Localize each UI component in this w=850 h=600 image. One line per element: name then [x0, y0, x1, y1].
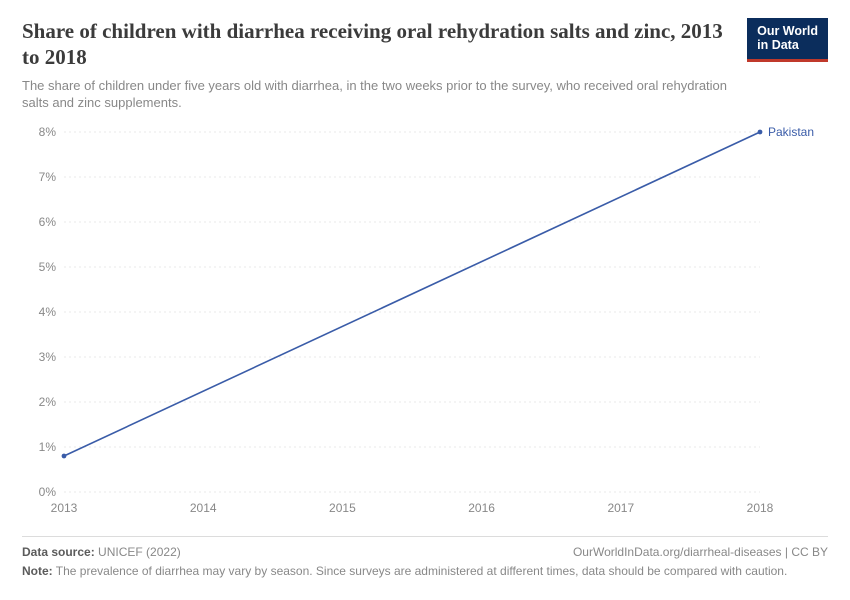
footer-note: Note: The prevalence of diarrhea may var… [22, 563, 828, 579]
y-axis-label: 0% [39, 485, 57, 499]
x-axis-label: 2015 [329, 501, 356, 515]
data-source: Data source: UNICEF (2022) [22, 545, 181, 559]
footer-row: Data source: UNICEF (2022) OurWorldInDat… [22, 545, 828, 559]
y-axis-label: 3% [39, 350, 57, 364]
footer-link[interactable]: OurWorldInData.org/diarrheal-diseases [573, 545, 782, 559]
source-value: UNICEF (2022) [98, 545, 181, 559]
chart-title: Share of children with diarrhea receivin… [22, 18, 735, 71]
note-label: Note: [22, 564, 53, 578]
x-axis-label: 2013 [51, 501, 78, 515]
chart-footer: Data source: UNICEF (2022) OurWorldInDat… [22, 536, 828, 579]
x-axis-label: 2018 [747, 501, 774, 515]
header-row: Share of children with diarrhea receivin… [22, 18, 828, 120]
chart-area: 0% 1% 2% 3% 4% 5% 6% 7% 8% 2013 2014 2015 2016 2017 20… [22, 124, 828, 524]
y-axis-label: 6% [39, 215, 57, 229]
title-block: Share of children with diarrhea receivin… [22, 18, 747, 120]
note-value: The prevalence of diarrhea may vary by s… [56, 564, 788, 578]
owid-logo: Our World in Data [747, 18, 828, 62]
chart-subtitle: The share of children under five years o… [22, 77, 735, 112]
logo-line2: in Data [757, 38, 799, 52]
logo-line1: Our World [757, 24, 818, 38]
series-label-pakistan: Pakistan [768, 125, 814, 139]
x-axis-label: 2014 [190, 501, 217, 515]
source-label: Data source: [22, 545, 95, 559]
chart-svg: 0% 1% 2% 3% 4% 5% 6% 7% 8% 2013 2014 2015 2016 2017 20… [22, 124, 828, 524]
chart-container: Share of children with diarrhea receivin… [0, 0, 850, 600]
y-axis-label: 4% [39, 305, 57, 319]
footer-link-block: OurWorldInData.org/diarrheal-diseases | … [573, 545, 828, 559]
series-line-pakistan [64, 132, 760, 456]
series-point [62, 453, 67, 458]
footer-license: CC BY [791, 545, 828, 559]
y-axis-label: 2% [39, 395, 57, 409]
y-axis-label: 8% [39, 125, 57, 139]
y-axis-label: 1% [39, 440, 57, 454]
x-axis-label: 2017 [607, 501, 634, 515]
series-point [758, 129, 763, 134]
x-axis-label: 2016 [468, 501, 495, 515]
y-axis-label: 5% [39, 260, 57, 274]
y-axis-label: 7% [39, 170, 57, 184]
